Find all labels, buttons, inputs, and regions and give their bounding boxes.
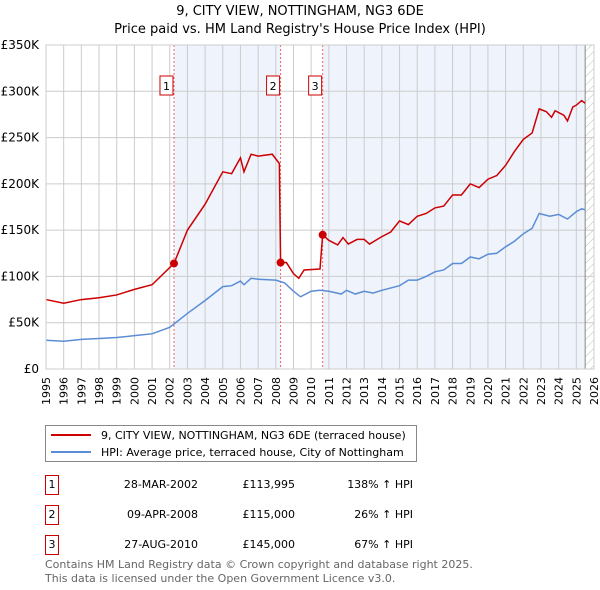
x-tick-label: 2018 bbox=[447, 377, 460, 405]
price-chart: 1995 1996 1997 1998 1999 2000 2001 2002 2003 2004… bbox=[1, 38, 600, 405]
x-tick-label: 2022 bbox=[517, 377, 530, 405]
sale-date: 27-AUG-2010 bbox=[124, 538, 198, 551]
chart-title: 9, CITY VIEW, NOTTINGHAM, NG3 6DE bbox=[176, 4, 424, 19]
sale-badge-box bbox=[159, 75, 174, 96]
sale-hpi-diff: 26% ↑ HPI bbox=[354, 508, 413, 521]
shaded-region bbox=[322, 45, 586, 369]
sale-badge: 2 bbox=[45, 505, 59, 525]
y-tick-label: £50K bbox=[8, 316, 40, 330]
x-tick-label: 2008 bbox=[270, 377, 283, 405]
x-tick-label: 2002 bbox=[164, 377, 177, 405]
sale-badge-label: 1 bbox=[163, 80, 170, 93]
x-tick-label: 1999 bbox=[111, 377, 124, 405]
x-tick-label: 2007 bbox=[252, 377, 265, 405]
sale-badge-label: 2 bbox=[270, 80, 277, 93]
x-tick-label: 2026 bbox=[588, 377, 600, 405]
sale-badge-box bbox=[266, 75, 281, 96]
footer-copyright: Contains HM Land Registry data © Crown c… bbox=[45, 558, 473, 571]
series-line bbox=[45, 208, 586, 342]
x-tick-label: 2015 bbox=[394, 377, 407, 405]
x-tick-label: 2004 bbox=[199, 377, 212, 405]
y-tick-label: £250K bbox=[1, 131, 41, 145]
x-tick-label: 2012 bbox=[341, 377, 354, 405]
sale-hpi-diff: 138% ↑ HPI bbox=[347, 478, 413, 491]
series-line bbox=[45, 99, 586, 305]
sale-date: 09-APR-2008 bbox=[126, 508, 198, 521]
sale-row: 3 27-AUG-2010 £145,000 67% ↑ HPI bbox=[45, 535, 425, 555]
x-tick-label: 2003 bbox=[181, 377, 194, 405]
x-tick-label: 2020 bbox=[482, 377, 495, 405]
footer-licence: This data is licensed under the Open Gov… bbox=[45, 572, 396, 585]
x-tick-label: 2019 bbox=[464, 377, 477, 405]
sale-point bbox=[318, 230, 327, 239]
x-tick-label: 2010 bbox=[305, 377, 318, 405]
legend-blue-line bbox=[51, 451, 91, 453]
y-tick-label: £350K bbox=[1, 38, 41, 52]
sale-badge: 3 bbox=[45, 535, 59, 555]
y-tick-label: £0 bbox=[24, 362, 39, 376]
x-tick-label: 2001 bbox=[146, 377, 159, 405]
x-tick-label: 2009 bbox=[287, 377, 300, 405]
sale-price: £115,000 bbox=[242, 508, 296, 521]
chart-subtitle: Price paid vs. HM Land Registry's House … bbox=[114, 22, 486, 37]
y-tick-label: £300K bbox=[1, 84, 41, 98]
x-tick-label: 2013 bbox=[358, 377, 371, 405]
plot-border bbox=[45, 44, 595, 370]
x-tick-label: 2005 bbox=[217, 377, 230, 405]
sale-badge-label: 3 bbox=[312, 80, 319, 93]
x-tick-label: 2006 bbox=[234, 377, 247, 405]
legend-red-line bbox=[51, 434, 91, 436]
x-tick-label: 2017 bbox=[429, 377, 442, 405]
sale-point bbox=[169, 259, 178, 268]
sale-row: 2 09-APR-2008 £115,000 26% ↑ HPI bbox=[45, 505, 425, 525]
y-tick-label: £100K bbox=[1, 269, 41, 283]
sale-row: 1 28-MAR-2002 £113,995 138% ↑ HPI bbox=[45, 475, 425, 495]
x-tick-label: 1996 bbox=[58, 377, 71, 405]
x-tick-label: 2016 bbox=[411, 377, 424, 405]
sale-badge: 1 bbox=[45, 475, 59, 495]
sale-price: £113,995 bbox=[242, 478, 296, 491]
x-tick-label: 2025 bbox=[570, 377, 583, 405]
x-tick-label: 1998 bbox=[93, 377, 106, 405]
sale-badge-box bbox=[308, 75, 323, 96]
x-tick-label: 1995 bbox=[40, 377, 53, 405]
legend-label-property: 9, CITY VIEW, NOTTINGHAM, NG3 6DE (terra… bbox=[101, 428, 406, 442]
x-tick-label: 2021 bbox=[500, 377, 513, 405]
sale-point bbox=[276, 258, 285, 267]
x-tick-label: 2023 bbox=[535, 377, 548, 405]
x-tick-label: 2011 bbox=[323, 377, 336, 405]
y-tick-label: £200K bbox=[1, 177, 41, 191]
sale-date: 28-MAR-2002 bbox=[123, 478, 198, 491]
shaded-region bbox=[173, 45, 281, 369]
x-tick-label: 2024 bbox=[553, 377, 566, 405]
x-tick-label: 2000 bbox=[128, 377, 141, 405]
forecast-hatch bbox=[585, 45, 594, 369]
sale-hpi-diff: 67% ↑ HPI bbox=[354, 538, 413, 551]
legend: 9, CITY VIEW, NOTTINGHAM, NG3 6DE (terra… bbox=[45, 425, 417, 462]
sale-price: £145,000 bbox=[242, 538, 296, 551]
y-tick-label: £150K bbox=[1, 223, 41, 237]
x-tick-label: 2014 bbox=[376, 377, 389, 405]
legend-label-hpi: HPI: Average price, terraced house, City… bbox=[101, 445, 404, 459]
x-tick-label: 1997 bbox=[75, 377, 88, 405]
